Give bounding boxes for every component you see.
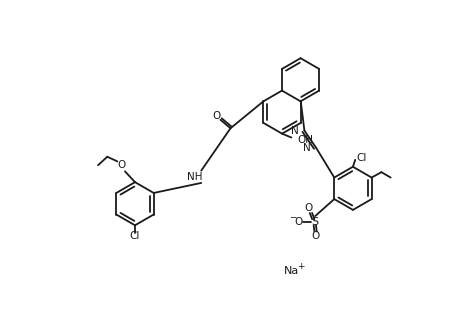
- Text: OH: OH: [298, 135, 313, 145]
- Text: O: O: [117, 160, 125, 170]
- Text: S: S: [312, 217, 319, 227]
- Text: −: −: [289, 212, 297, 221]
- Text: Na: Na: [283, 266, 299, 276]
- Text: O: O: [304, 203, 313, 213]
- Text: O: O: [311, 231, 319, 241]
- Text: O: O: [212, 111, 221, 121]
- Text: +: +: [297, 262, 304, 271]
- Text: N: N: [291, 125, 299, 136]
- Text: NH: NH: [187, 172, 203, 182]
- Text: N: N: [303, 143, 311, 153]
- Text: Cl: Cl: [356, 153, 366, 163]
- Text: O: O: [294, 217, 303, 227]
- Text: Cl: Cl: [130, 231, 140, 241]
